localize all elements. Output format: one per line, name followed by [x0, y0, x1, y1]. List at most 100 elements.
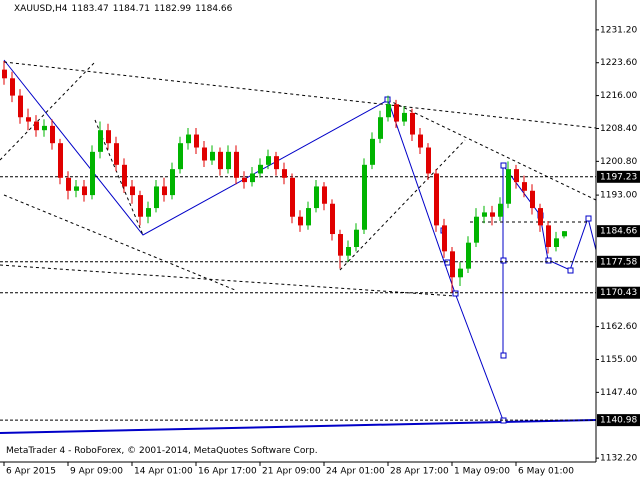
candle-body [426, 147, 431, 174]
candle-body [42, 125, 47, 131]
candle-body [434, 173, 439, 226]
candle-body [338, 234, 343, 256]
ohlc-open: 1183.47 [71, 4, 109, 14]
candle-body [554, 238, 559, 248]
candle-body [442, 225, 447, 252]
candle-body [178, 143, 183, 170]
y-tick-label: 1162.60 [600, 322, 637, 332]
candle-body [522, 182, 527, 191]
candle-body [546, 225, 551, 248]
candle-body [26, 117, 31, 122]
candle-body [514, 169, 519, 183]
candle-body [450, 251, 455, 278]
candle-body [354, 229, 359, 248]
x-tick-label: 9 Apr 09:00 [70, 467, 123, 477]
level-box [597, 255, 640, 268]
candle-body [162, 186, 167, 196]
x-tick-label: 28 Apr 17:00 [390, 467, 449, 477]
candle-body [458, 268, 463, 278]
level-label: 1170.43 [600, 288, 637, 298]
y-tick-label: 1147.40 [600, 388, 637, 398]
candle-body [346, 247, 351, 256]
y-tick-label: 1200.80 [600, 157, 637, 167]
y-tick-label: 1208.40 [600, 124, 637, 134]
candle-body [2, 69, 7, 79]
y-tick-label: 1132.20 [600, 454, 637, 464]
candle-body [562, 231, 567, 237]
candle-body [274, 156, 279, 170]
drawings [0, 59, 597, 434]
ohlc-high: 1184.71 [112, 4, 150, 14]
x-tick-label: 14 Apr 01:00 [134, 467, 193, 477]
candle-body [10, 78, 15, 96]
level-label: 1197.23 [600, 172, 637, 182]
support-line [0, 419, 597, 434]
candle-body [202, 147, 207, 161]
footer: MetaTrader 4 - RoboForex, © 2001-2014, M… [6, 446, 318, 456]
candle-body [106, 130, 111, 144]
y-tick-label: 1216.00 [600, 91, 637, 101]
candle-body [386, 104, 391, 118]
candle-body [194, 134, 199, 148]
candle-body [170, 169, 175, 196]
candle-body [402, 112, 407, 122]
candle-body [306, 208, 311, 226]
candle-body [418, 134, 423, 148]
x-tick-label: 6 Apr 2015 [6, 467, 56, 477]
candle-body [218, 151, 223, 170]
level-label: 1140.98 [600, 416, 637, 426]
symbol: XAUUSD,H4 [14, 4, 68, 14]
ohlc-low: 1182.99 [153, 4, 192, 14]
candle-body [474, 216, 479, 243]
candle-body [186, 134, 191, 144]
candle-body [314, 186, 319, 209]
candle-body [482, 212, 487, 217]
candle-body [98, 130, 103, 152]
candle-body [266, 156, 271, 165]
candle-body [250, 173, 255, 183]
candle-body [298, 216, 303, 226]
price-box [597, 225, 640, 238]
anchor-points [384, 96, 592, 424]
candle-body [66, 177, 71, 191]
candle-body [410, 112, 415, 135]
x-tick-label: 6 May 01:00 [518, 467, 574, 477]
candle-body [122, 164, 127, 187]
candle-body [506, 169, 511, 204]
candle-body [90, 151, 95, 196]
candle-body [210, 151, 215, 161]
x-tick-label: 24 Apr 01:00 [326, 467, 385, 477]
candle-body [258, 164, 263, 174]
level-box [597, 414, 640, 427]
candle-body [34, 121, 39, 131]
candle-body [58, 143, 63, 178]
candle-body [290, 177, 295, 217]
candle-body [498, 203, 503, 217]
y-tick-label: 1231.20 [600, 25, 637, 35]
candle-body [466, 242, 471, 269]
x-tick-label: 16 Apr 17:00 [198, 467, 257, 477]
candle-body [530, 190, 535, 209]
candle-body [370, 138, 375, 165]
candle-body [282, 169, 287, 178]
candle-body [538, 208, 543, 226]
candle-body [330, 203, 335, 235]
y-tick-label: 1155.00 [600, 355, 637, 365]
candle-body [82, 186, 87, 196]
candle-body [146, 208, 151, 217]
candle-body [322, 186, 327, 204]
price-label: 1184.66 [600, 227, 637, 237]
candle-body [154, 186, 159, 209]
header: XAUUSD,H4 1183.47 1184.71 1182.99 1184.66 [14, 4, 236, 14]
ohlc-close: 1184.66 [195, 4, 233, 14]
y-tick-label: 1223.60 [600, 58, 637, 68]
forecast-path [3, 59, 504, 421]
level-box [597, 170, 640, 183]
level-box [597, 286, 640, 299]
candle-body [242, 177, 247, 183]
y-tick-label: 1193.00 [600, 191, 637, 201]
candle-body [378, 117, 383, 139]
candle-body [226, 151, 231, 170]
